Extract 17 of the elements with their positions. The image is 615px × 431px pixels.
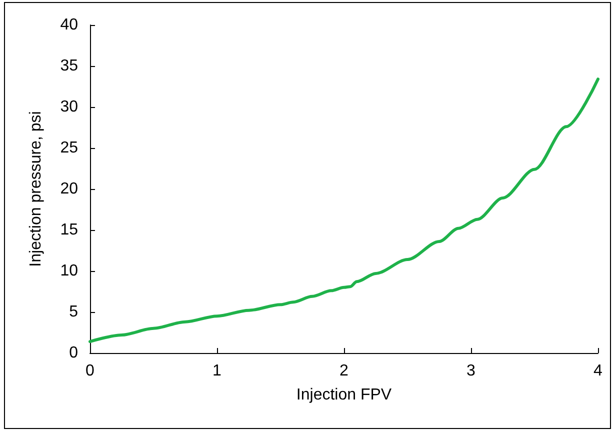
y-tick-label: 25 [60, 140, 78, 156]
x-tick-label: 2 [340, 362, 349, 380]
y-tick-label: 20 [60, 180, 78, 198]
y-tick-label: 0 [69, 344, 78, 362]
y-tick-label: 35 [60, 58, 78, 74]
x-axis-title: Injection FPV [296, 386, 392, 404]
y-tick-label: 40 [60, 16, 78, 34]
y-tick-label: 10 [60, 262, 78, 280]
y-tick-label: 5 [69, 304, 78, 320]
line-series [88, 78, 600, 344]
y-tick-label: 15 [60, 222, 78, 238]
y-tick-label: 30 [60, 98, 78, 116]
x-tick-label: 0 [86, 362, 95, 380]
y-axis-title: Injection pressure, psi [28, 111, 44, 267]
x-tick-label: 1 [212, 362, 222, 380]
x-tick-label: 3 [466, 362, 476, 380]
x-tick-label: 4 [594, 362, 603, 380]
